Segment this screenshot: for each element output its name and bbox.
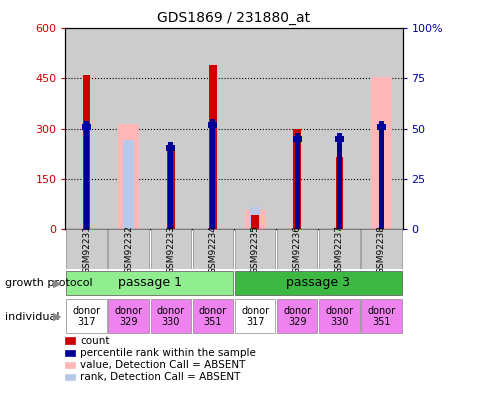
- Bar: [108, 229, 149, 269]
- Text: donor
351: donor 351: [198, 305, 227, 327]
- Bar: [108, 299, 149, 333]
- Bar: [166, 145, 175, 151]
- Bar: [83, 75, 90, 229]
- Text: ▶: ▶: [53, 312, 61, 322]
- Bar: [336, 132, 341, 229]
- Text: ▶: ▶: [53, 279, 61, 288]
- Bar: [234, 271, 401, 295]
- Bar: [107, 28, 150, 229]
- Bar: [318, 299, 359, 333]
- Text: GSM92232: GSM92232: [124, 225, 133, 273]
- Text: percentile rank within the sample: percentile rank within the sample: [80, 348, 256, 358]
- Bar: [210, 119, 215, 229]
- Text: donor
317: donor 317: [72, 305, 100, 327]
- Text: GSM92234: GSM92234: [208, 225, 217, 273]
- Text: rank, Detection Call = ABSENT: rank, Detection Call = ABSENT: [80, 372, 240, 382]
- Text: value, Detection Call = ABSENT: value, Detection Call = ABSENT: [80, 360, 245, 370]
- Bar: [150, 299, 191, 333]
- Bar: [370, 77, 391, 229]
- Text: donor
330: donor 330: [156, 305, 184, 327]
- Text: growth protocol: growth protocol: [5, 279, 92, 288]
- Bar: [361, 299, 401, 333]
- Bar: [66, 299, 106, 333]
- Bar: [66, 271, 233, 295]
- Bar: [123, 140, 134, 229]
- Bar: [318, 28, 360, 229]
- Bar: [208, 122, 217, 128]
- Bar: [249, 207, 260, 229]
- Bar: [234, 299, 275, 333]
- Text: donor
330: donor 330: [325, 305, 353, 327]
- Bar: [276, 229, 317, 269]
- Text: individual: individual: [5, 312, 59, 322]
- Bar: [318, 229, 359, 269]
- Bar: [376, 124, 385, 130]
- Bar: [118, 124, 139, 229]
- Text: GSM92235: GSM92235: [250, 225, 259, 273]
- Title: GDS1869 / 231880_at: GDS1869 / 231880_at: [157, 11, 310, 25]
- Bar: [84, 121, 89, 229]
- Bar: [233, 28, 275, 229]
- Text: GSM92233: GSM92233: [166, 225, 175, 273]
- Bar: [150, 229, 191, 269]
- Bar: [334, 136, 343, 142]
- Text: count: count: [80, 336, 109, 345]
- Text: donor
351: donor 351: [367, 305, 395, 327]
- Bar: [292, 136, 301, 142]
- Text: donor
317: donor 317: [241, 305, 269, 327]
- Bar: [192, 299, 233, 333]
- Bar: [192, 28, 233, 229]
- Text: GSM92231: GSM92231: [82, 225, 91, 273]
- Bar: [234, 229, 275, 269]
- Bar: [209, 65, 216, 229]
- Bar: [166, 147, 174, 229]
- Bar: [244, 211, 265, 229]
- Text: GSM92237: GSM92237: [334, 225, 343, 273]
- Bar: [275, 28, 318, 229]
- Text: passage 1: passage 1: [118, 276, 182, 289]
- Bar: [168, 142, 173, 229]
- Bar: [150, 28, 192, 229]
- Text: passage 3: passage 3: [286, 276, 349, 289]
- Bar: [378, 121, 383, 229]
- Bar: [293, 129, 301, 229]
- Bar: [294, 132, 299, 229]
- Bar: [360, 28, 402, 229]
- Bar: [276, 299, 317, 333]
- Bar: [66, 229, 106, 269]
- Bar: [251, 215, 258, 229]
- Bar: [335, 157, 343, 229]
- Bar: [192, 229, 233, 269]
- Bar: [82, 124, 91, 130]
- Text: donor
329: donor 329: [283, 305, 311, 327]
- Bar: [361, 229, 401, 269]
- Bar: [65, 28, 107, 229]
- Text: GSM92236: GSM92236: [292, 225, 301, 273]
- Text: donor
329: donor 329: [114, 305, 142, 327]
- Text: GSM92238: GSM92238: [376, 225, 385, 273]
